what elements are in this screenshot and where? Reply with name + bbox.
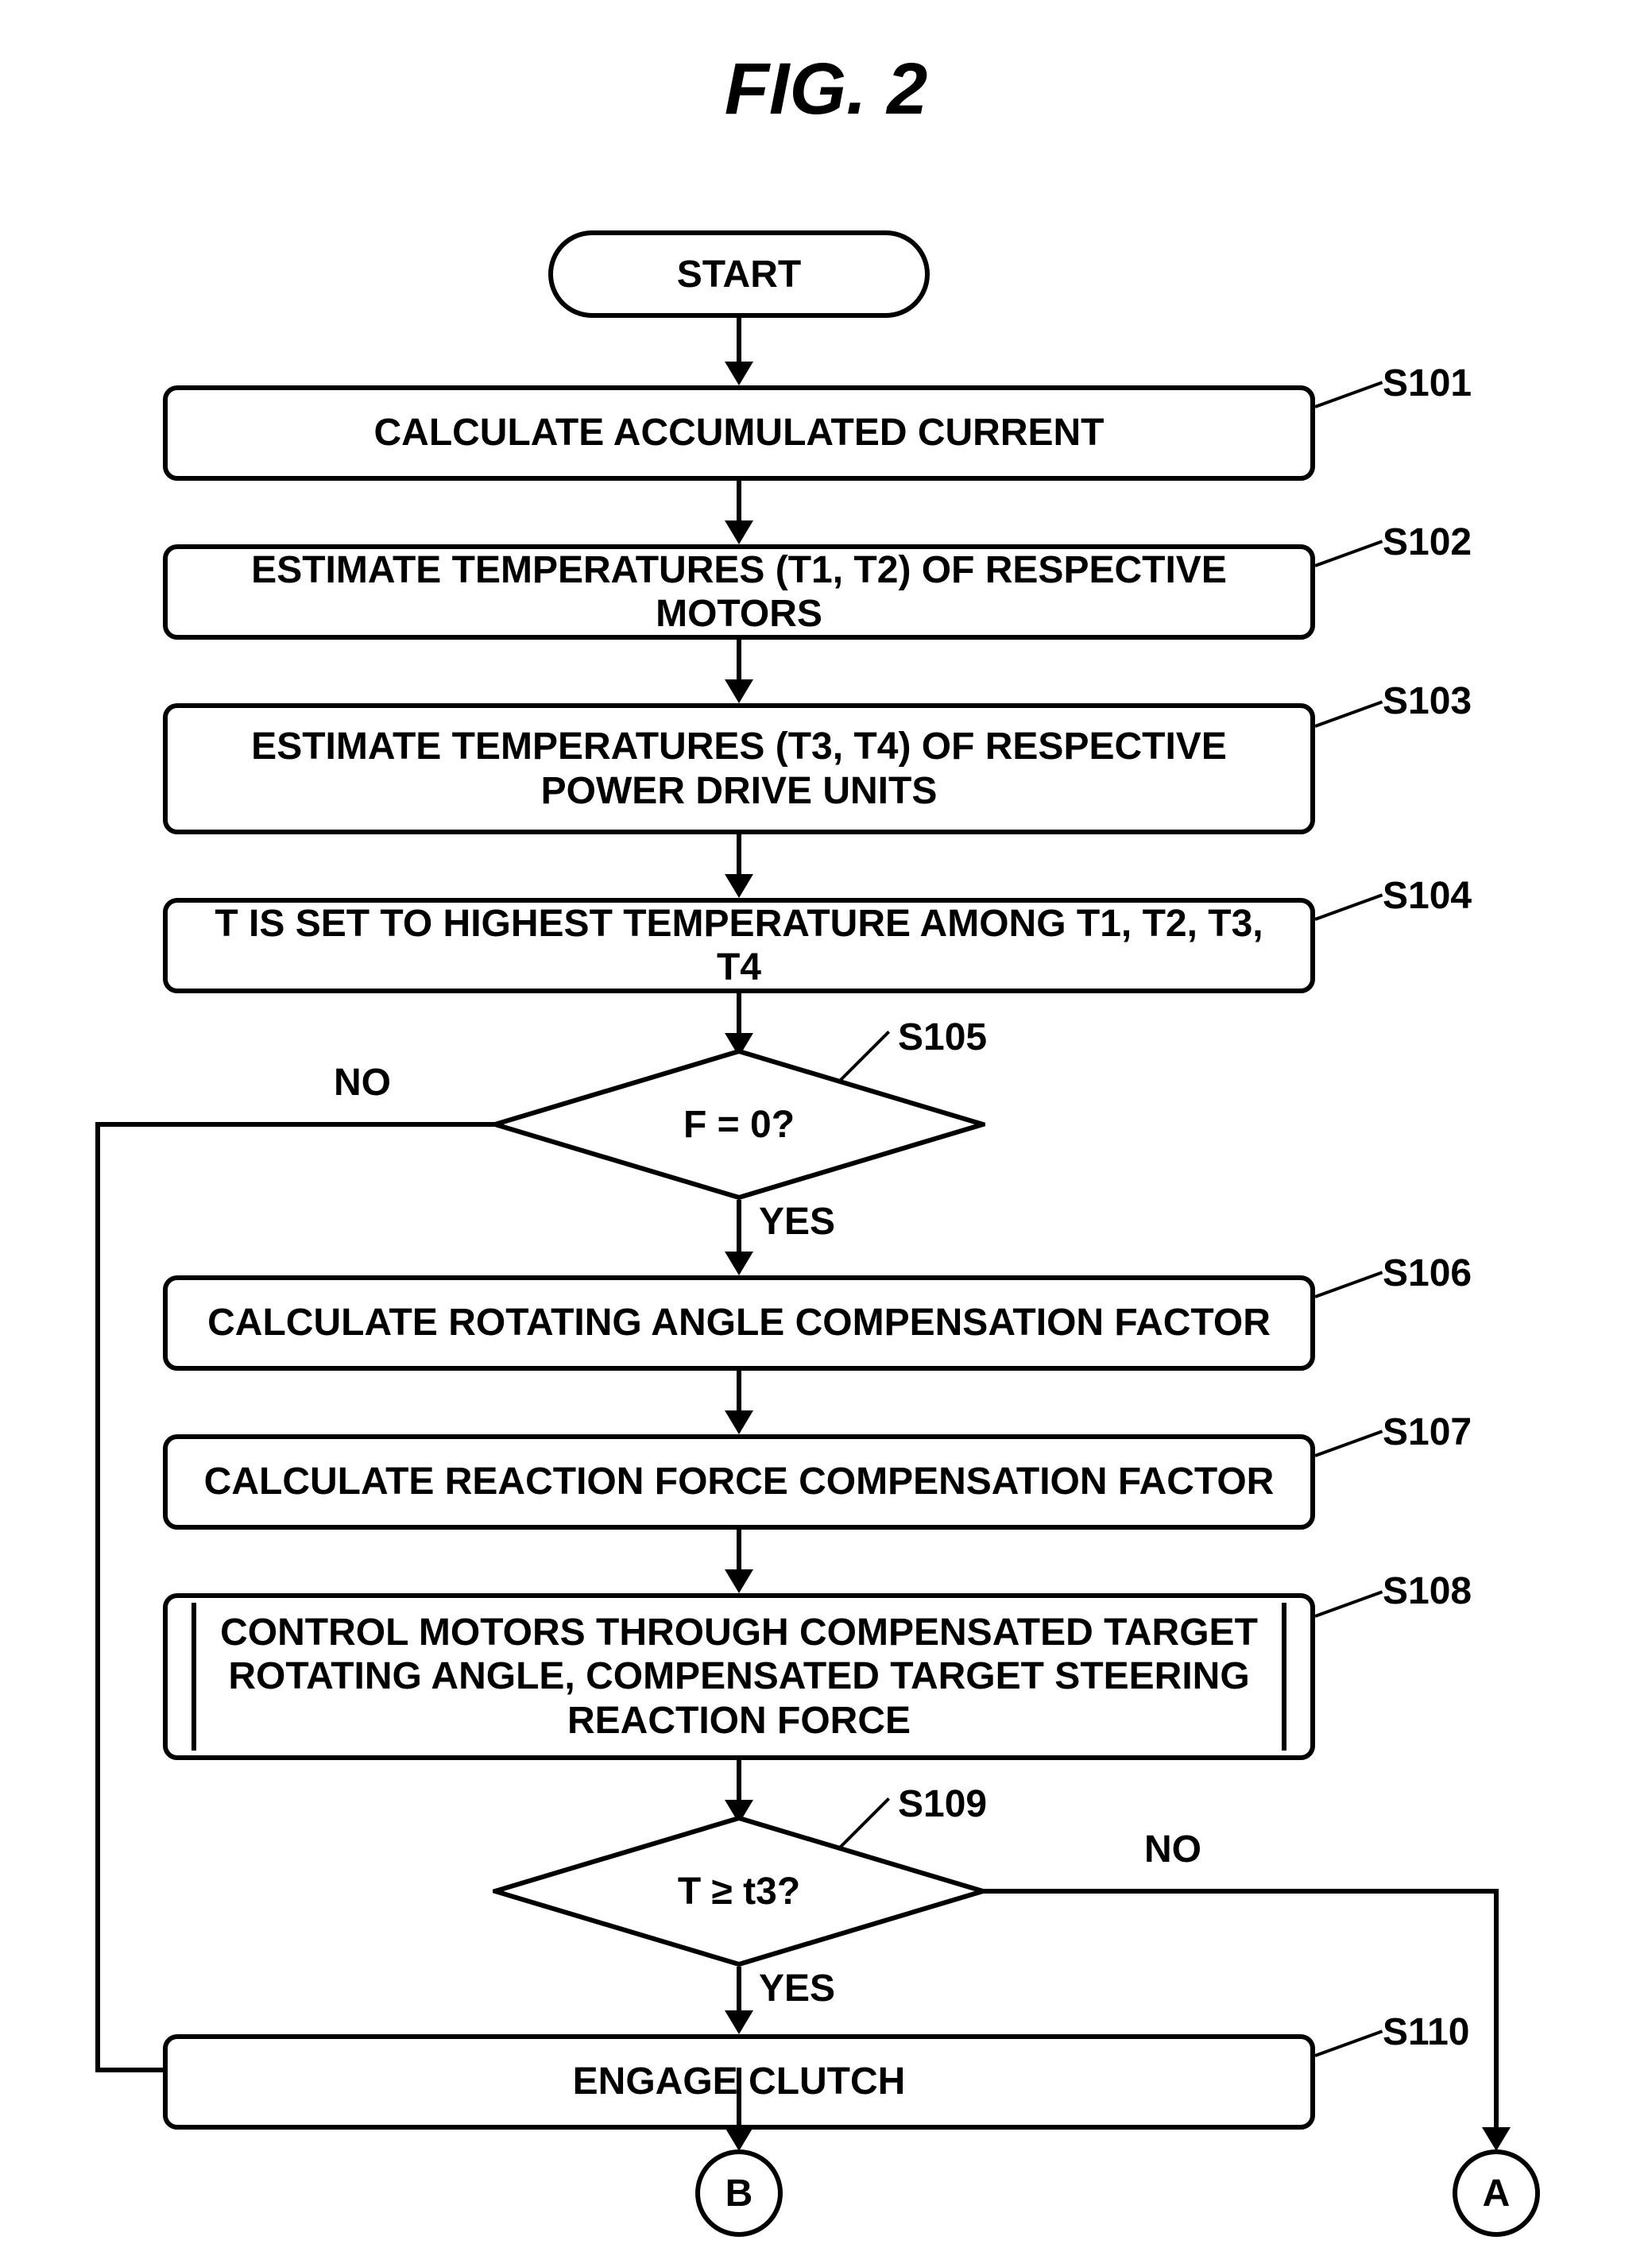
connector: [737, 640, 741, 683]
yes-label: YES: [759, 1200, 835, 1244]
arrowhead-icon: [725, 2010, 753, 2034]
offpage-a: A: [1453, 2149, 1540, 2237]
leader-line: [1314, 2029, 1383, 2057]
decision-s105: F = 0?: [493, 1049, 985, 1200]
process-text: CALCULATE ACCUMULATED CURRENT: [373, 411, 1104, 455]
arrowhead-icon: [725, 1569, 753, 1593]
no-label: NO: [334, 1061, 391, 1105]
subprocess-s108: CONTROL MOTORS THROUGH COMPENSATED TARGE…: [163, 1593, 1315, 1760]
arrowhead-icon: [725, 874, 753, 898]
process-s101: CALCULATE ACCUMULATED CURRENT: [163, 385, 1315, 481]
process-text: CALCULATE ROTATING ANGLE COMPENSATION FA…: [207, 1301, 1271, 1344]
offpage-b: B: [695, 2149, 783, 2237]
process-text: T IS SET TO HIGHEST TEMPERATURE AMONG T1…: [192, 902, 1286, 989]
leader-line: [1314, 1430, 1383, 1457]
decision-s109: T ≥ t3?: [493, 1816, 985, 1967]
flowchart-page: FIG. 2 START CALCULATE ACCUMULATED CURRE…: [0, 0, 1652, 2244]
leader-line: [1314, 381, 1383, 408]
start-label: START: [677, 253, 801, 296]
connector: [737, 834, 741, 878]
step-id-s105: S105: [898, 1016, 987, 1059]
connector: [737, 1760, 741, 1804]
no-label: NO: [1144, 1828, 1201, 1871]
connector: [737, 1200, 741, 1255]
connector: [737, 1371, 741, 1414]
arrowhead-icon: [725, 1252, 753, 1275]
leader-line: [1314, 700, 1383, 728]
connector: [737, 993, 741, 1037]
connector: [1494, 1889, 1499, 2131]
process-text: CONTROL MOTORS THROUGH COMPENSATED TARGE…: [192, 1611, 1286, 1743]
step-id-s109: S109: [898, 1782, 987, 1826]
step-id-s107: S107: [1383, 1410, 1472, 1454]
leader-line: [1314, 540, 1383, 567]
arrowhead-icon: [1482, 2127, 1511, 2151]
step-id-s102: S102: [1383, 520, 1472, 564]
connector: [95, 1122, 100, 2068]
connector: [737, 2068, 741, 2131]
yes-label: YES: [759, 1967, 835, 2010]
connector: [737, 318, 741, 366]
step-id-s106: S106: [1383, 1252, 1472, 1295]
connector: [737, 481, 741, 524]
start-terminator: START: [548, 230, 930, 318]
leader-line: [1314, 1271, 1383, 1298]
arrowhead-icon: [725, 1410, 753, 1434]
arrowhead-icon: [725, 520, 753, 544]
step-id-s104: S104: [1383, 874, 1472, 918]
connector: [737, 1530, 741, 1573]
arrowhead-icon: [725, 362, 753, 385]
leader-line: [1314, 1590, 1383, 1618]
process-text: ESTIMATE TEMPERATURES (T1, T2) OF RESPEC…: [192, 548, 1286, 636]
figure-title: FIG. 2: [0, 48, 1652, 131]
process-text: ESTIMATE TEMPERATURES (T3, T4) OF RESPEC…: [192, 725, 1286, 812]
process-s104: T IS SET TO HIGHEST TEMPERATURE AMONG T1…: [163, 898, 1315, 993]
process-s106: CALCULATE ROTATING ANGLE COMPENSATION FA…: [163, 1275, 1315, 1371]
step-id-s101: S101: [1383, 362, 1472, 405]
process-s107: CALCULATE REACTION FORCE COMPENSATION FA…: [163, 1434, 1315, 1530]
process-s102: ESTIMATE TEMPERATURES (T1, T2) OF RESPEC…: [163, 544, 1315, 640]
decision-text: F = 0?: [683, 1103, 795, 1147]
arrowhead-icon: [725, 679, 753, 703]
leader-line: [1314, 893, 1383, 921]
offpage-label: A: [1483, 2172, 1511, 2215]
connector: [737, 1967, 741, 2014]
step-id-s110: S110: [1383, 2010, 1469, 2054]
step-id-s108: S108: [1383, 1569, 1472, 1613]
connector: [983, 1889, 1494, 1894]
arrowhead-icon: [725, 2127, 753, 2151]
process-text: CALCULATE REACTION FORCE COMPENSATION FA…: [204, 1460, 1275, 1503]
connector: [95, 1122, 497, 1127]
step-id-s103: S103: [1383, 679, 1472, 723]
offpage-label: B: [725, 2172, 753, 2215]
decision-text: T ≥ t3?: [678, 1870, 800, 1913]
process-s103: ESTIMATE TEMPERATURES (T3, T4) OF RESPEC…: [163, 703, 1315, 834]
